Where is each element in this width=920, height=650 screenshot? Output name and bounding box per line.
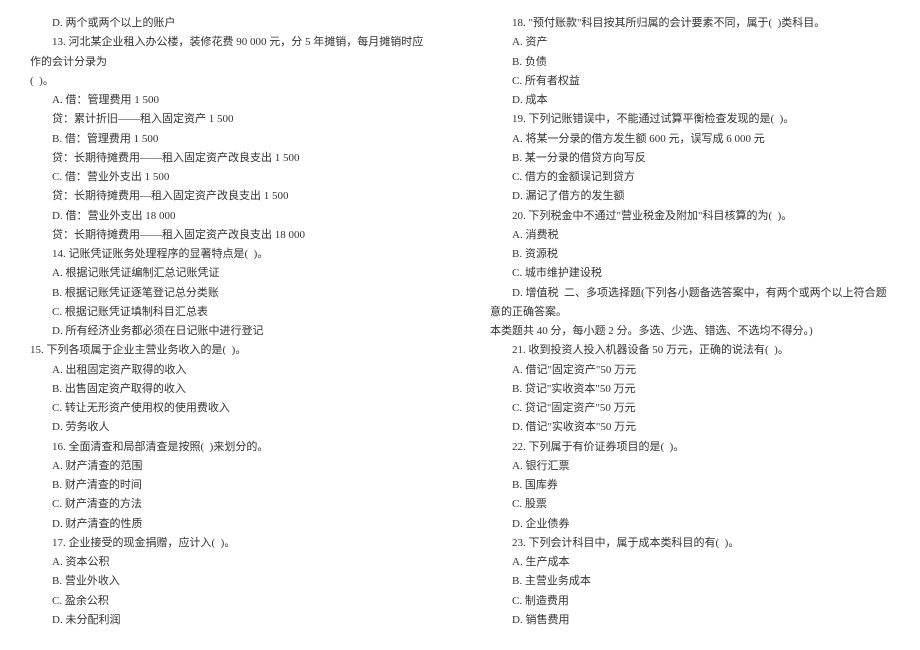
text-line: 22. 下列属于有价证券项目的是( )。 [490,438,890,457]
text-line: C. 盈余公积 [30,592,430,611]
text-line: C. 贷记"固定资产"50 万元 [490,399,890,418]
text-line: D. 漏记了借方的发生额 [490,187,890,206]
text-line: 本类题共 40 分，每小题 2 分。多选、少选、错选、不选均不得分。) [490,322,890,341]
text-line: 15. 下列各项属于企业主营业务收入的是( )。 [30,341,430,360]
text-line: B. 主营业务成本 [490,572,890,591]
text-line: 16. 全面清查和局部清查是按照( )来划分的。 [30,438,430,457]
text-line: C. 财产清查的方法 [30,495,430,514]
text-line: 23. 下列会计科目中，属于成本类科目的有( )。 [490,534,890,553]
text-line: 21. 收到投资人投入机器设备 50 万元，正确的说法有( )。 [490,341,890,360]
text-line: B. 出售固定资产取得的收入 [30,380,430,399]
text-line: A. 银行汇票 [490,457,890,476]
text-line: A. 资本公积 [30,553,430,572]
text-line: A. 财产清查的范围 [30,457,430,476]
text-line: D. 增值税 二、多项选择题(下列各小题备选答案中，有两个或两个以上符合题意的正… [490,284,890,323]
text-line: A. 资产 [490,33,890,52]
text-line: 19. 下列记账错误中，不能通过试算平衡检查发现的是( )。 [490,110,890,129]
text-line: B. 负债 [490,53,890,72]
text-line: A. 借：管理费用 1 500 [30,91,430,110]
text-line: A. 借记"固定资产"50 万元 [490,361,890,380]
text-line: ( )。 [30,72,430,91]
text-line: C. 股票 [490,495,890,514]
text-line: D. 借：营业外支出 18 000 [30,207,430,226]
text-line: 贷：长期待摊费用—租入固定资产改良支出 1 500 [30,187,430,206]
text-line: B. 根据记账凭证逐笔登记总分类账 [30,284,430,303]
text-line: C. 制造费用 [490,592,890,611]
text-line: A. 出租固定资产取得的收入 [30,361,430,380]
text-line: C. 所有者权益 [490,72,890,91]
text-line: B. 资源税 [490,245,890,264]
text-line: B. 某一分录的借贷方向写反 [490,149,890,168]
text-line: A. 生产成本 [490,553,890,572]
text-line: B. 借：管理费用 1 500 [30,130,430,149]
text-line: D. 两个或两个以上的账户 [30,14,430,33]
text-line: A. 消费税 [490,226,890,245]
text-line: B. 贷记"实收资本"50 万元 [490,380,890,399]
text-line: B. 财产清查的时间 [30,476,430,495]
text-line: A. 根据记账凭证编制汇总记账凭证 [30,264,430,283]
text-line: D. 劳务收人 [30,418,430,437]
text-line: D. 销售费用 [490,611,890,630]
text-line: C. 城市维护建设税 [490,264,890,283]
text-line: D. 所有经济业务都必须在日记账中进行登记 [30,322,430,341]
text-line: C. 借：营业外支出 1 500 [30,168,430,187]
text-line: D. 企业债券 [490,515,890,534]
text-line: 14. 记账凭证账务处理程序的显著特点是( )。 [30,245,430,264]
text-line: C. 借方的金额误记到贷方 [490,168,890,187]
text-line: B. 国库券 [490,476,890,495]
text-line: D. 借记"实收资本"50 万元 [490,418,890,437]
text-line: 20. 下列税金中不通过"营业税金及附加"科目核算的为( )。 [490,207,890,226]
text-line: C. 根据记账凭证填制科目汇总表 [30,303,430,322]
text-line: D. 成本 [490,91,890,110]
text-line: 贷：长期待摊费用——租入固定资产改良支出 1 500 [30,149,430,168]
text-line: 13. 河北某企业租入办公楼，装修花费 90 000 元，分 5 年摊销，每月摊… [30,33,430,72]
text-line: 17. 企业接受的现金捐赠，应计入( )。 [30,534,430,553]
text-line: C. 转让无形资产使用权的使用费收入 [30,399,430,418]
text-line: 贷：累计折旧——租入固定资产 1 500 [30,110,430,129]
text-line: 18. "预付账款"科目按其所归属的会计要素不同，属于( )类科目。 [490,14,890,33]
text-line: 贷：长期待摊费用——租入固定资产改良支出 18 000 [30,226,430,245]
text-line: A. 将某一分录的借方发生额 600 元，误写成 6 000 元 [490,130,890,149]
text-line: D. 未分配利润 [30,611,430,630]
document-body: D. 两个或两个以上的账户13. 河北某企业租入办公楼，装修花费 90 000 … [30,14,890,636]
text-line: D. 财产清查的性质 [30,515,430,534]
text-line: B. 营业外收入 [30,572,430,591]
